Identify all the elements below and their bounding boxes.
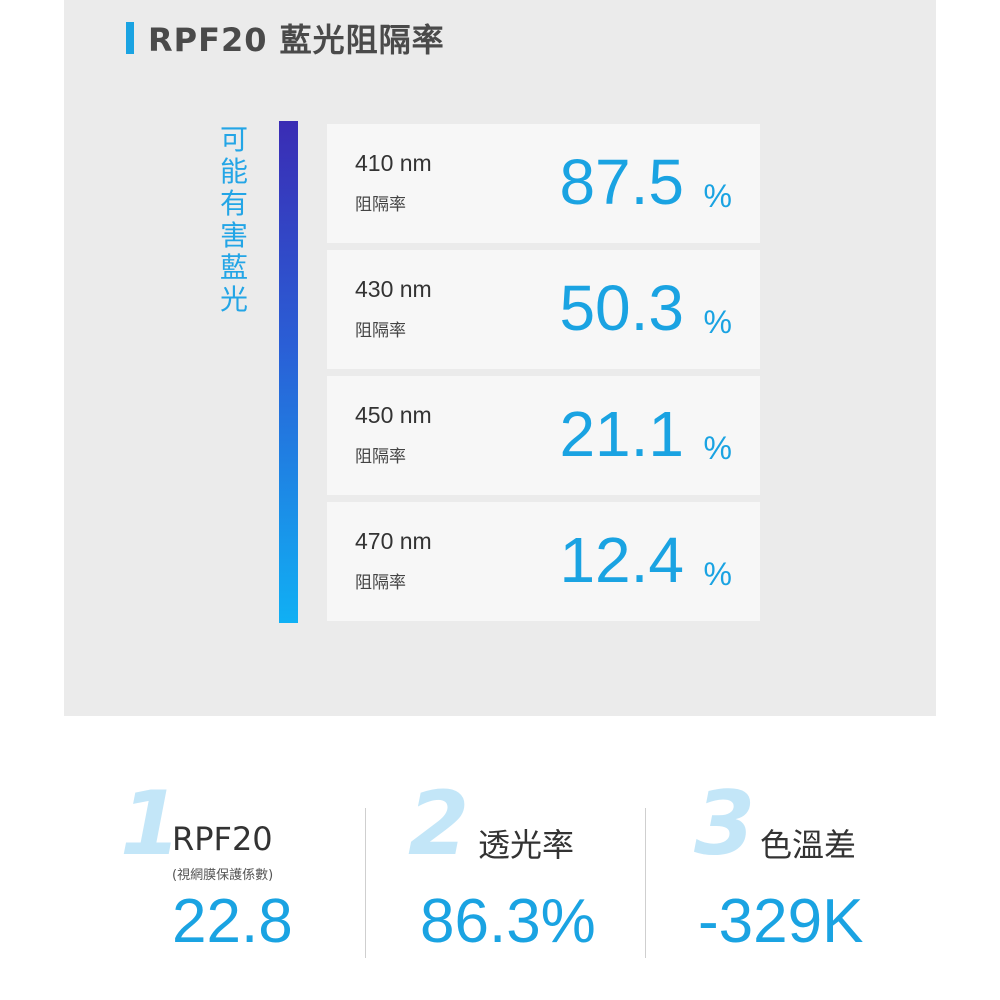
- block-rate-card-410: 410 nm 阻隔率 87.5 %: [327, 124, 760, 243]
- stat-value: 22.8: [172, 887, 293, 956]
- stat-rpf: 1 RPF20 (視網膜保護係數) 22.8: [120, 780, 340, 970]
- wavelength-label: 470 nm: [355, 528, 432, 554]
- block-rate-label: 阻隔率: [355, 321, 406, 341]
- stat-value: -329K: [698, 887, 864, 956]
- block-rate-value: 21.1: [559, 398, 684, 470]
- block-rate-label: 阻隔率: [355, 447, 406, 467]
- stat-color-temp-diff: 3 色溫差 -329K: [694, 780, 914, 970]
- stat-transmittance: 2 透光率 86.3%: [408, 780, 628, 970]
- percent-unit: %: [703, 430, 732, 466]
- wavelength-label: 430 nm: [355, 276, 432, 302]
- percent-unit: %: [703, 178, 732, 214]
- block-rate-label: 阻隔率: [355, 573, 406, 593]
- title-accent-bar: [126, 22, 134, 54]
- page-title: RPF20 藍光阻隔率: [126, 18, 445, 59]
- block-rate-card-450: 450 nm 阻隔率 21.1 %: [327, 376, 760, 495]
- wavelength-label: 450 nm: [355, 402, 432, 428]
- stat-divider: [645, 808, 646, 958]
- stat-sublabel: (視網膜保護係數): [172, 868, 274, 883]
- page-title-text: RPF20 藍光阻隔率: [148, 21, 445, 59]
- stat-number: 1: [120, 772, 182, 875]
- block-rate-card-430: 430 nm 阻隔率 50.3 %: [327, 250, 760, 369]
- percent-unit: %: [703, 304, 732, 340]
- stat-label: 色溫差: [760, 826, 857, 864]
- stat-label: 透光率: [478, 826, 575, 864]
- stat-number: 2: [408, 772, 470, 875]
- stat-divider: [365, 808, 366, 958]
- block-rate-value: 50.3: [559, 272, 684, 344]
- stat-value: 86.3%: [420, 887, 596, 956]
- percent-unit: %: [703, 556, 732, 592]
- stat-number: 3: [694, 772, 756, 875]
- block-rate-value: 12.4: [559, 524, 684, 596]
- wavelength-gradient-bar: [279, 121, 298, 623]
- stat-label: RPF20: [172, 820, 273, 858]
- block-rate-label: 阻隔率: [355, 195, 406, 215]
- wavelength-label: 410 nm: [355, 150, 432, 176]
- block-rate-value: 87.5: [559, 146, 684, 218]
- block-rate-card-470: 470 nm 阻隔率 12.4 %: [327, 502, 760, 621]
- harmful-blue-light-label: 可能有害藍光: [219, 123, 248, 316]
